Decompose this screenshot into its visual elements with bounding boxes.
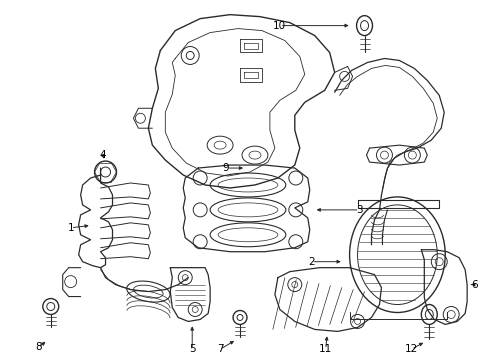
Text: 10: 10 xyxy=(273,21,286,31)
Text: 2: 2 xyxy=(308,257,314,267)
Text: 8: 8 xyxy=(36,342,42,352)
Text: 9: 9 xyxy=(223,163,229,173)
Text: 12: 12 xyxy=(404,345,417,354)
Text: 6: 6 xyxy=(470,280,476,289)
Text: 7: 7 xyxy=(216,345,223,354)
Text: 3: 3 xyxy=(356,205,362,215)
Text: 1: 1 xyxy=(67,223,74,233)
Text: 4: 4 xyxy=(99,150,105,160)
Text: 5: 5 xyxy=(188,345,195,354)
Text: 11: 11 xyxy=(318,345,332,354)
